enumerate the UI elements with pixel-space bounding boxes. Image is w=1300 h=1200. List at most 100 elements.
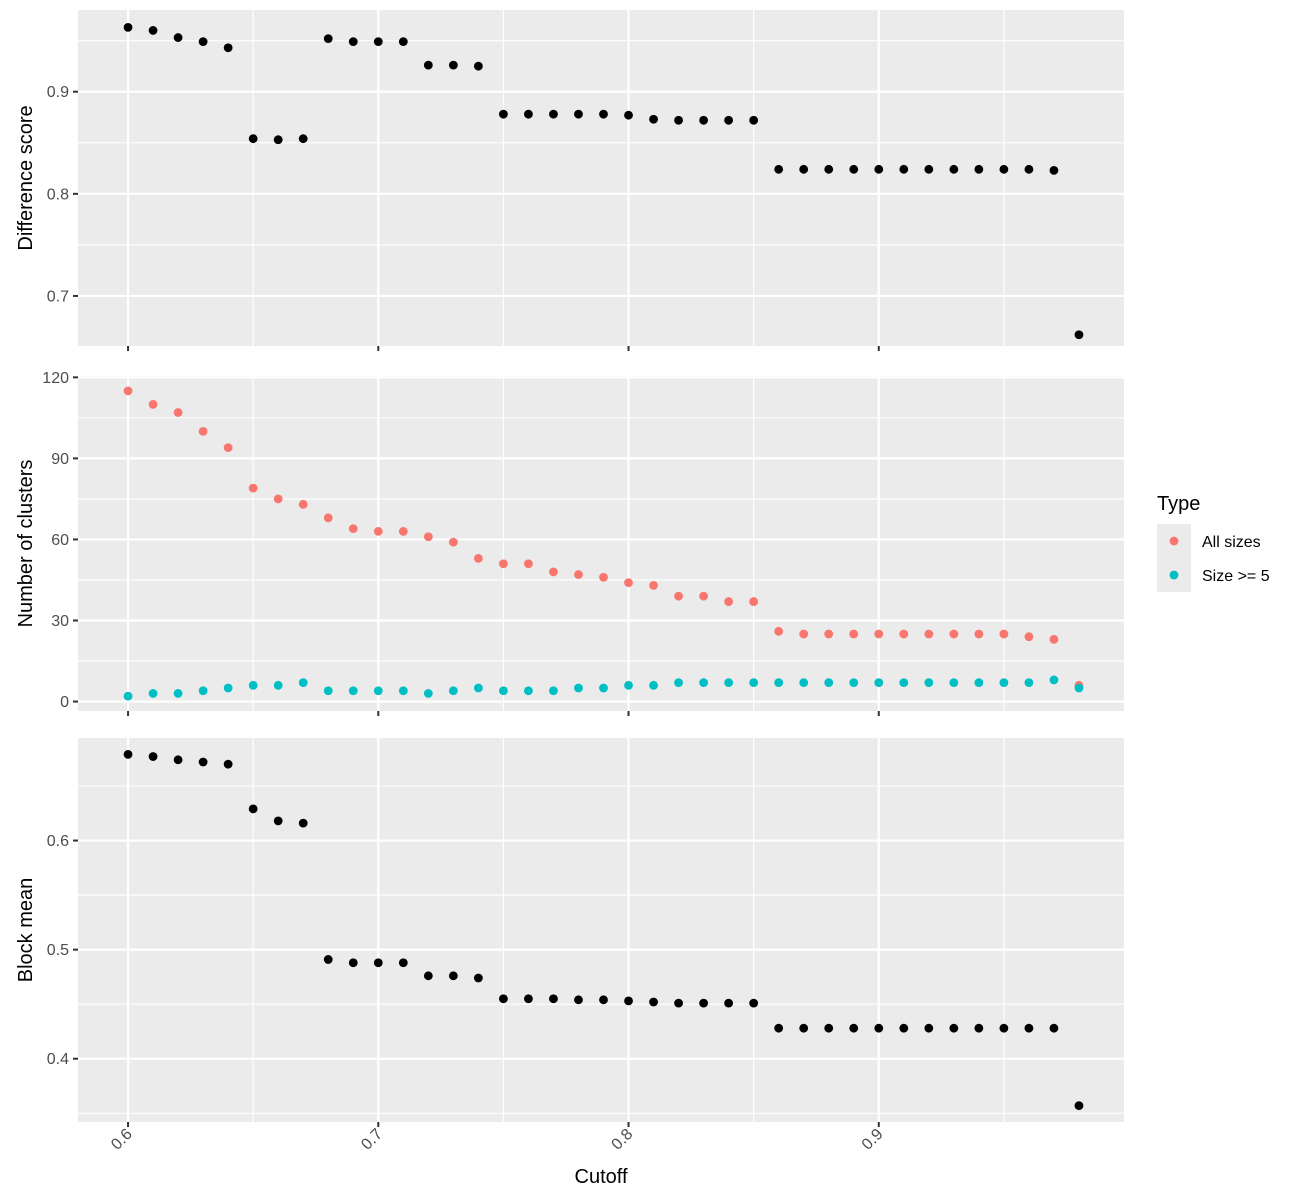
data-point bbox=[849, 678, 859, 688]
legend-title: Type bbox=[1157, 493, 1200, 515]
legend-key-all-sizes bbox=[1169, 536, 1179, 546]
data-point bbox=[398, 37, 408, 47]
data-point bbox=[949, 1023, 959, 1033]
data-point bbox=[148, 689, 158, 698]
data-point bbox=[774, 626, 784, 636]
y-axis-title: Difference score bbox=[15, 105, 37, 250]
data-point bbox=[924, 164, 934, 174]
data-point bbox=[724, 115, 734, 125]
series-0 bbox=[123, 749, 1084, 1111]
panel-bottom: 0.4 0.5 0.6 0.6 0.7 0.8 0.9 Block mean bbox=[15, 738, 1124, 1154]
data-point bbox=[198, 426, 208, 436]
data-point bbox=[123, 386, 133, 396]
data-point bbox=[899, 1023, 909, 1033]
data-point bbox=[348, 686, 358, 696]
data-point bbox=[849, 1023, 859, 1033]
data-point bbox=[273, 816, 283, 826]
data-point bbox=[148, 26, 158, 35]
data-point bbox=[549, 686, 558, 696]
y-tick-label: 0.4 bbox=[47, 1051, 69, 1068]
data-point bbox=[624, 680, 633, 690]
data-point bbox=[123, 22, 133, 32]
data-point bbox=[999, 1023, 1009, 1033]
data-point bbox=[298, 499, 308, 509]
y-tick-label: 0.6 bbox=[47, 833, 69, 850]
data-point bbox=[649, 580, 658, 590]
data-point bbox=[874, 1023, 884, 1033]
data-point bbox=[223, 759, 233, 769]
data-point bbox=[724, 998, 734, 1008]
data-point bbox=[699, 115, 708, 125]
y-tick-label: 90 bbox=[51, 451, 69, 468]
data-point bbox=[999, 164, 1009, 174]
data-point bbox=[223, 43, 233, 53]
legend-label-all-sizes: All sizes bbox=[1202, 534, 1261, 551]
data-point bbox=[774, 1023, 784, 1033]
data-point bbox=[1074, 330, 1084, 340]
data-point bbox=[148, 752, 158, 761]
data-point bbox=[524, 686, 533, 696]
data-point bbox=[949, 629, 959, 639]
data-point bbox=[448, 971, 458, 981]
data-point bbox=[473, 973, 483, 983]
data-point bbox=[599, 683, 608, 693]
data-point bbox=[373, 686, 383, 696]
data-point bbox=[999, 678, 1009, 688]
data-point bbox=[398, 686, 408, 696]
data-point bbox=[549, 109, 558, 119]
data-point bbox=[323, 513, 333, 523]
data-point bbox=[824, 164, 834, 174]
data-point bbox=[924, 629, 934, 639]
data-point bbox=[348, 524, 358, 534]
chart-panels: 0.7 0.8 0.9 Difference score 0 30 60 90 120 Numbe… bbox=[15, 10, 1124, 1154]
panel-background bbox=[78, 738, 1124, 1122]
data-point bbox=[248, 483, 258, 493]
data-point bbox=[248, 134, 258, 144]
data-point bbox=[799, 629, 809, 639]
data-point bbox=[974, 1023, 984, 1033]
x-axis-title: Cutoff bbox=[575, 1166, 628, 1188]
legend-key-size-ge5 bbox=[1169, 570, 1179, 580]
data-point bbox=[298, 818, 308, 828]
data-point bbox=[524, 994, 533, 1004]
data-point bbox=[899, 678, 909, 688]
data-point bbox=[298, 134, 308, 144]
data-point bbox=[248, 804, 258, 814]
data-point bbox=[599, 109, 608, 119]
data-point bbox=[599, 995, 608, 1005]
data-point bbox=[749, 597, 759, 606]
data-point bbox=[799, 164, 809, 174]
data-point bbox=[724, 678, 734, 688]
data-point bbox=[1024, 678, 1034, 688]
data-point bbox=[574, 570, 583, 579]
data-point bbox=[123, 749, 133, 759]
data-point bbox=[323, 955, 333, 964]
legend: Type All sizes Size >= 5 bbox=[1157, 493, 1270, 592]
data-point bbox=[524, 109, 533, 119]
y-tick-label: 0.9 bbox=[47, 84, 69, 101]
panel-middle: 0 30 60 90 120 Number of clusters bbox=[15, 370, 1124, 716]
data-point bbox=[373, 37, 383, 47]
y-tick-label: 0.7 bbox=[47, 288, 69, 305]
panel-top: 0.7 0.8 0.9 Difference score bbox=[15, 10, 1124, 351]
data-point bbox=[749, 678, 759, 688]
data-point bbox=[473, 683, 483, 693]
data-point bbox=[649, 997, 658, 1007]
data-point bbox=[574, 109, 583, 119]
data-point bbox=[173, 408, 183, 417]
y-tick-label: 120 bbox=[42, 370, 69, 387]
x-tick-label: 0.8 bbox=[609, 1126, 637, 1154]
data-point bbox=[473, 61, 483, 71]
x-tick-label: 0.9 bbox=[859, 1126, 887, 1154]
data-point bbox=[173, 689, 183, 698]
data-point bbox=[423, 60, 433, 70]
y-tick-label: 30 bbox=[51, 613, 69, 630]
y-tick-label: 0 bbox=[60, 694, 69, 711]
data-point bbox=[448, 60, 458, 70]
data-point bbox=[974, 164, 984, 174]
data-point bbox=[749, 998, 759, 1008]
data-point bbox=[1049, 635, 1059, 644]
data-point bbox=[273, 680, 283, 690]
data-point bbox=[1024, 164, 1034, 174]
